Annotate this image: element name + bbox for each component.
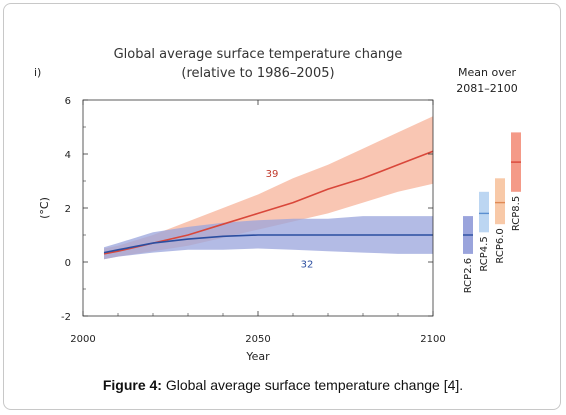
chart-subtitle: (relative to 1986–2005) bbox=[181, 66, 334, 81]
series-1-mean-line bbox=[103, 234, 433, 254]
figure-caption: Figure 4: Global average surface tempera… bbox=[0, 377, 566, 393]
mean-panel-title-line1: Mean over bbox=[458, 66, 516, 79]
mean-panel-title-line2: 2081–2100 bbox=[456, 82, 518, 95]
mean-bar-label: RCP2.6 bbox=[463, 258, 474, 293]
chart-title: Global average surface temperature chang… bbox=[114, 47, 403, 62]
annotation-0: 39 bbox=[266, 169, 279, 180]
y-tick-label: 0 bbox=[65, 258, 71, 269]
x-tick-label: 2050 bbox=[245, 334, 270, 345]
mean-bar-label: RCP8.5 bbox=[511, 196, 522, 231]
caption-label: Figure 4: bbox=[102, 377, 162, 393]
y-tick-label: -2 bbox=[61, 312, 71, 323]
axes-layer: 6 4 2 0 -2 2000 2050 2100 bbox=[61, 96, 446, 345]
x-tick-label: 2100 bbox=[420, 334, 445, 345]
x-tick-label: 2000 bbox=[70, 334, 95, 345]
caption-text: Global average surface temperature chang… bbox=[161, 377, 464, 393]
series-0-range-band bbox=[104, 116, 433, 260]
y-tick-label: 2 bbox=[65, 204, 71, 215]
y-axis-label: (°C) bbox=[38, 197, 51, 219]
y-tick-label: 6 bbox=[65, 96, 71, 107]
annotation-1: 32 bbox=[301, 259, 314, 270]
series-layer: 39 32 bbox=[103, 116, 434, 270]
y-tick-label: 4 bbox=[65, 150, 71, 161]
series-1-range-band bbox=[104, 216, 433, 260]
mean-panel: Mean over 2081–2100 RCP2.6 RCP4.5 RCP6.0 RC… bbox=[456, 66, 522, 293]
mean-bar-label: RCP6.0 bbox=[495, 228, 506, 263]
mean-bar-label: RCP4.5 bbox=[479, 236, 490, 271]
x-axis-label: Year bbox=[245, 350, 270, 363]
mean-bar-rcp60 bbox=[495, 178, 505, 225]
mean-bar-rcp45 bbox=[479, 191, 489, 233]
panel-label: i) bbox=[34, 66, 41, 79]
